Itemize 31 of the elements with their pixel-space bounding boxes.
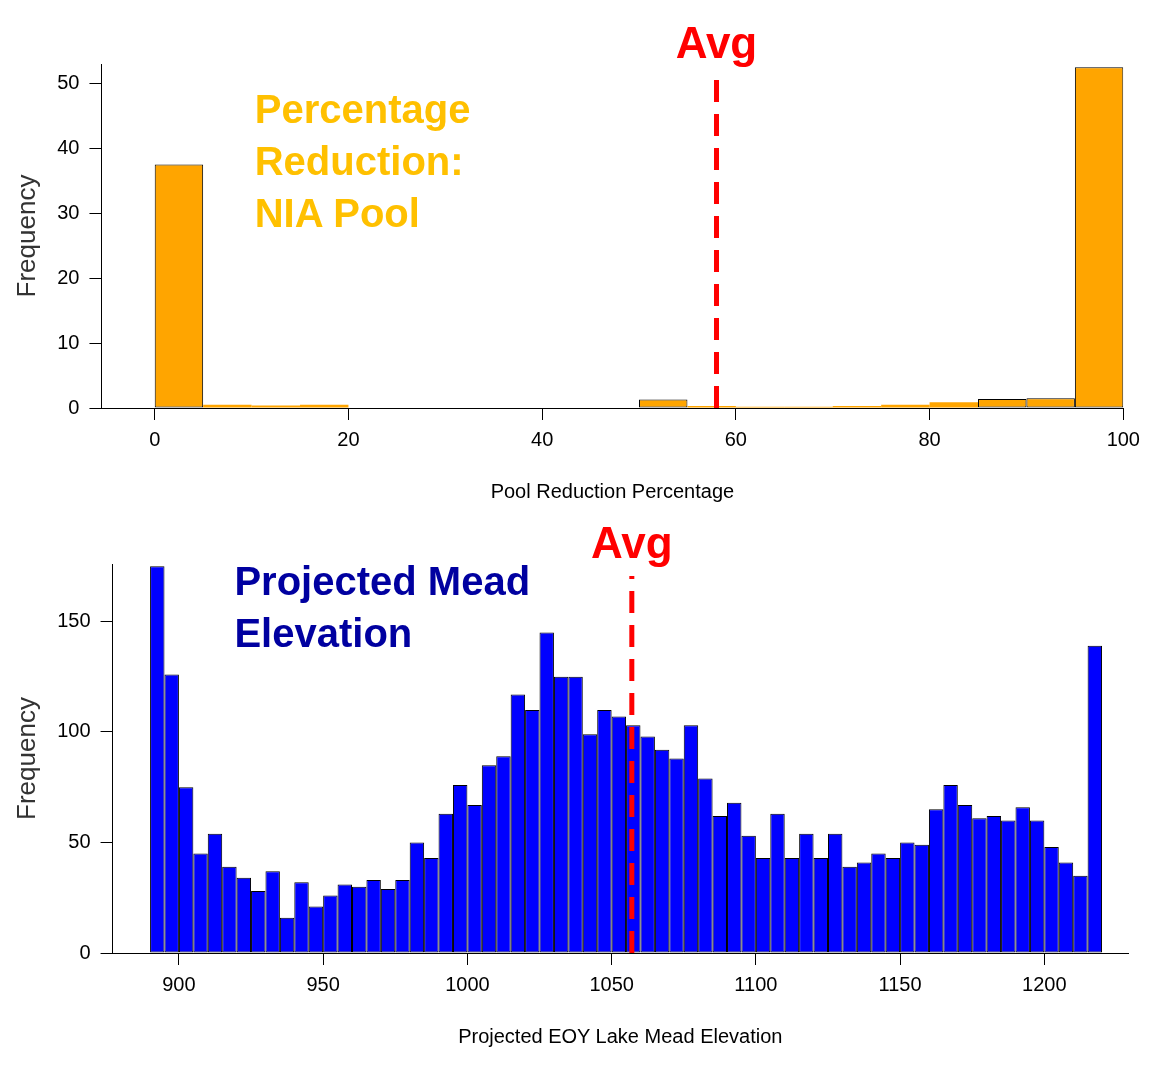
y-tick-label: 100 (57, 719, 91, 742)
x-tick-label: 60 (724, 427, 747, 450)
x-tick-label: 80 (918, 427, 941, 450)
x-axis-title: Pool Reduction Percentage (490, 479, 735, 502)
y-tick-label: 20 (57, 265, 80, 288)
annotation: Projected Mead Elevation (234, 559, 531, 656)
x-tick-label: 100 (1106, 427, 1140, 450)
ref-line-label: Avg (675, 18, 758, 68)
y-tick-label: 50 (68, 830, 91, 852)
x-tick-label: 1050 (589, 972, 634, 995)
x-tick-label: 900 (162, 972, 196, 995)
y-tick-label: 0 (79, 940, 91, 963)
y-tick-label: 50 (57, 70, 80, 93)
x-tick-label: 1100 (734, 972, 778, 995)
x-tick-label: 1150 (878, 972, 922, 995)
x-tick-label: 20 (337, 427, 360, 450)
y-axis-title: Frequency (10, 174, 41, 298)
x-tick-label: 0 (149, 427, 161, 450)
y-tick-label: 0 (68, 395, 80, 418)
annotation: Percentage Reduction: NIA Pool (254, 86, 471, 235)
y-tick-label: 40 (57, 135, 80, 158)
x-axis-title: Projected EOY Lake Mead Elevation (458, 1024, 783, 1047)
y-tick-label: 10 (57, 330, 80, 353)
x-tick-label: 1000 (445, 972, 490, 995)
x-tick-label: 950 (306, 972, 340, 995)
y-tick-label: 150 (57, 608, 91, 631)
y-axis-title: Frequency (10, 697, 41, 820)
ref-line-label: Avg (591, 518, 673, 568)
x-tick-label: 40 (531, 427, 554, 450)
x-tick-label: 1200 (1022, 972, 1067, 995)
y-tick-label: 30 (57, 200, 80, 223)
